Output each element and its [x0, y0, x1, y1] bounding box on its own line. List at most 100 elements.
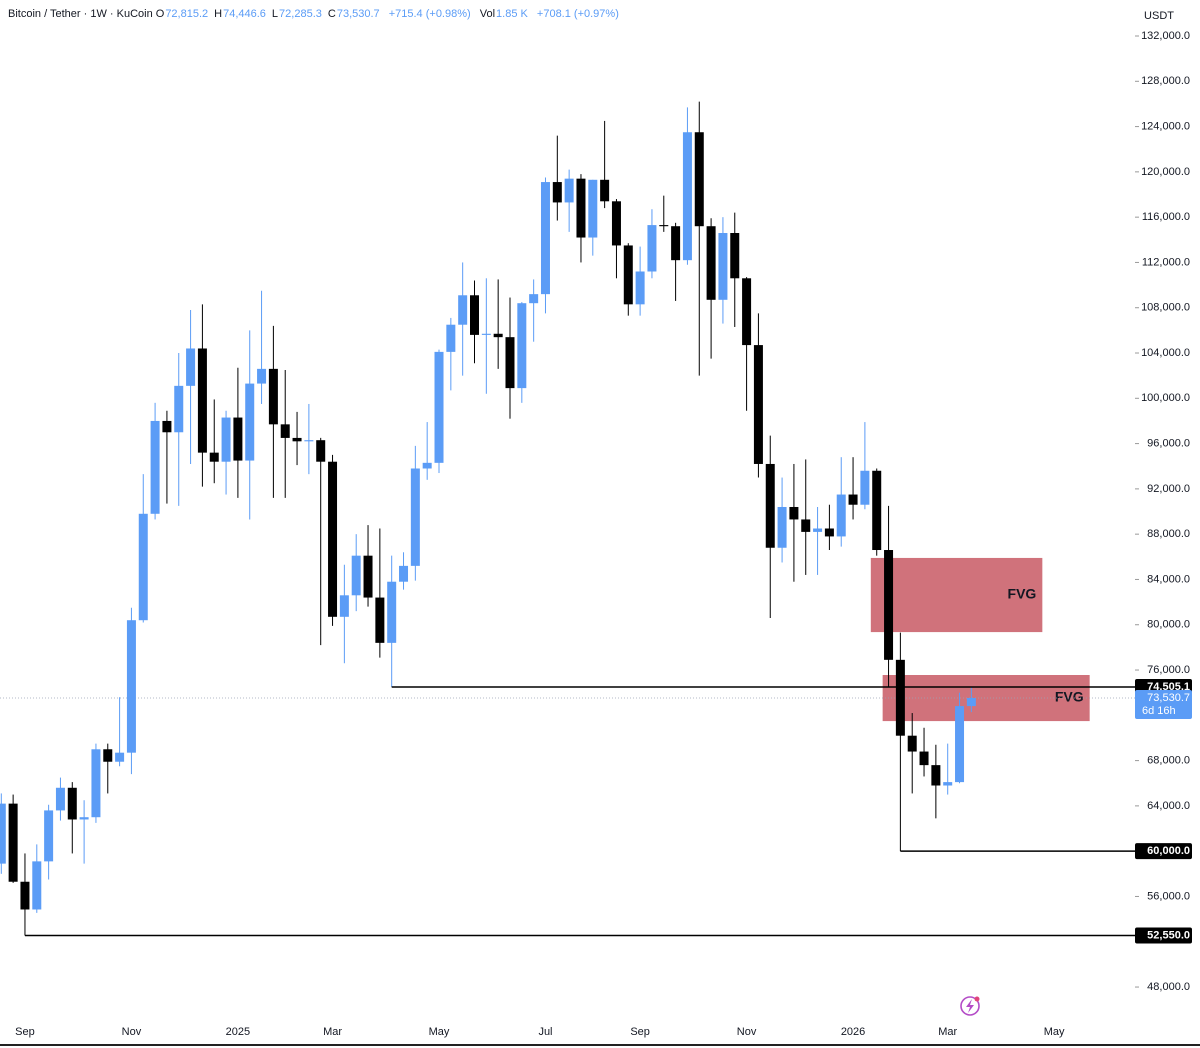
candle-body [813, 528, 823, 532]
x-tick-label: Sep [15, 1026, 35, 1038]
candle-body [339, 595, 349, 617]
candle-body [493, 333, 503, 338]
volume-change: +708.1 (+0.97%) [536, 8, 619, 20]
candle-body [955, 706, 965, 783]
candle-body [280, 424, 290, 438]
candle-body [860, 470, 870, 505]
candle-body [742, 278, 752, 346]
candle-body [505, 337, 515, 389]
candle-body [789, 506, 799, 520]
candle-body [422, 462, 432, 469]
lightning-icon [960, 996, 980, 1016]
candle-body [292, 437, 302, 442]
y-tick-label: 112,000.0 [1142, 256, 1190, 268]
x-tick-label: Nov [122, 1026, 142, 1038]
symbol-legend: Bitcoin / Tether · 1W · KuCoin O72,815.2… [8, 8, 625, 20]
volume-key: Vol [479, 8, 496, 20]
candle-body [907, 735, 917, 752]
candle-body [540, 182, 550, 295]
level-label: 74,505.1 [1147, 681, 1190, 693]
x-tick-label: Sep [630, 1026, 650, 1038]
x-tick-label: 2026 [841, 1026, 865, 1038]
candle-body [150, 420, 160, 514]
candle-body [777, 506, 787, 548]
level-label-bg [1135, 927, 1192, 944]
candle-body [245, 383, 255, 461]
fvg-zone [882, 675, 1090, 722]
last-price-label: 73,530.7 [1147, 692, 1190, 704]
candle-body [138, 513, 148, 621]
candle-body [233, 417, 243, 461]
candle-body [895, 659, 905, 736]
candle-body [316, 440, 326, 462]
x-tick-label: Jul [538, 1026, 552, 1038]
candle-body [363, 555, 373, 598]
y-tick-label: 124,000.0 [1141, 120, 1190, 132]
candle-body [671, 226, 681, 261]
candle-body [458, 295, 468, 325]
x-tick-label: Mar [938, 1026, 957, 1038]
candle-body [765, 463, 775, 548]
level-label-bg [1135, 843, 1192, 860]
ohlc-value: 73,530.7 [336, 8, 380, 20]
candle-body [67, 787, 77, 820]
candle-body [529, 294, 539, 304]
y-tick-label: 100,000.0 [1141, 392, 1190, 404]
candle-body [257, 368, 267, 384]
candle-body [44, 810, 54, 862]
volume: 1.85 K [496, 8, 528, 20]
ohlc-value: 74,446.6 [223, 8, 266, 20]
level-label: 52,550.0 [1147, 929, 1190, 941]
candle-body [635, 271, 645, 305]
candle-body [872, 470, 882, 551]
candle-body [174, 385, 184, 433]
candle-body [623, 245, 633, 305]
y-tick-label: 84,000.0 [1147, 573, 1190, 585]
ohlc-value: 72,285.3 [279, 8, 322, 20]
candle-body [434, 351, 444, 463]
candle-body [399, 565, 409, 582]
x-tick-label: May [1044, 1026, 1065, 1038]
candle-body [103, 749, 113, 762]
y-tick-label: 80,000.0 [1147, 619, 1190, 631]
fvg-label: FVG [1055, 689, 1084, 705]
candle-body [8, 803, 18, 882]
candle-body [730, 233, 740, 279]
candle-body [718, 233, 728, 300]
fvg-label: FVG [1008, 586, 1037, 602]
x-tick-label: 2025 [226, 1026, 250, 1038]
candle-body [470, 295, 479, 335]
candle-body [706, 226, 716, 300]
y-tick-label: 64,000.0 [1147, 800, 1190, 812]
fvg-zone [870, 557, 1043, 633]
candle-body [186, 348, 196, 386]
y-tick-label: 48,000.0 [1147, 981, 1190, 993]
last-price-bg [1135, 689, 1192, 719]
candle-body [517, 303, 527, 389]
level-label: 60,000.0 [1147, 845, 1190, 857]
candle-body [564, 178, 574, 203]
candle-body [20, 881, 30, 910]
candle-body [351, 555, 361, 596]
candle-body [375, 597, 385, 643]
candle-body [115, 752, 125, 762]
candle-body [801, 519, 811, 532]
candle-body [919, 751, 929, 766]
y-tick-label: 68,000.0 [1147, 755, 1190, 767]
candle-body [446, 324, 456, 352]
candle-body [410, 468, 420, 566]
y-tick-label: 108,000.0 [1141, 302, 1190, 314]
candle-body [268, 368, 278, 425]
candle-body [387, 581, 397, 643]
candle-body [91, 749, 101, 818]
candle-body [481, 333, 491, 335]
candle-body [824, 528, 834, 537]
y-tick-label: 132,000.0 [1141, 30, 1190, 42]
candle-body [328, 461, 338, 617]
candle-body [647, 225, 657, 272]
ohlc-key: C [327, 8, 336, 20]
y-tick-label: 96,000.0 [1147, 437, 1190, 449]
candle-body [943, 782, 953, 786]
